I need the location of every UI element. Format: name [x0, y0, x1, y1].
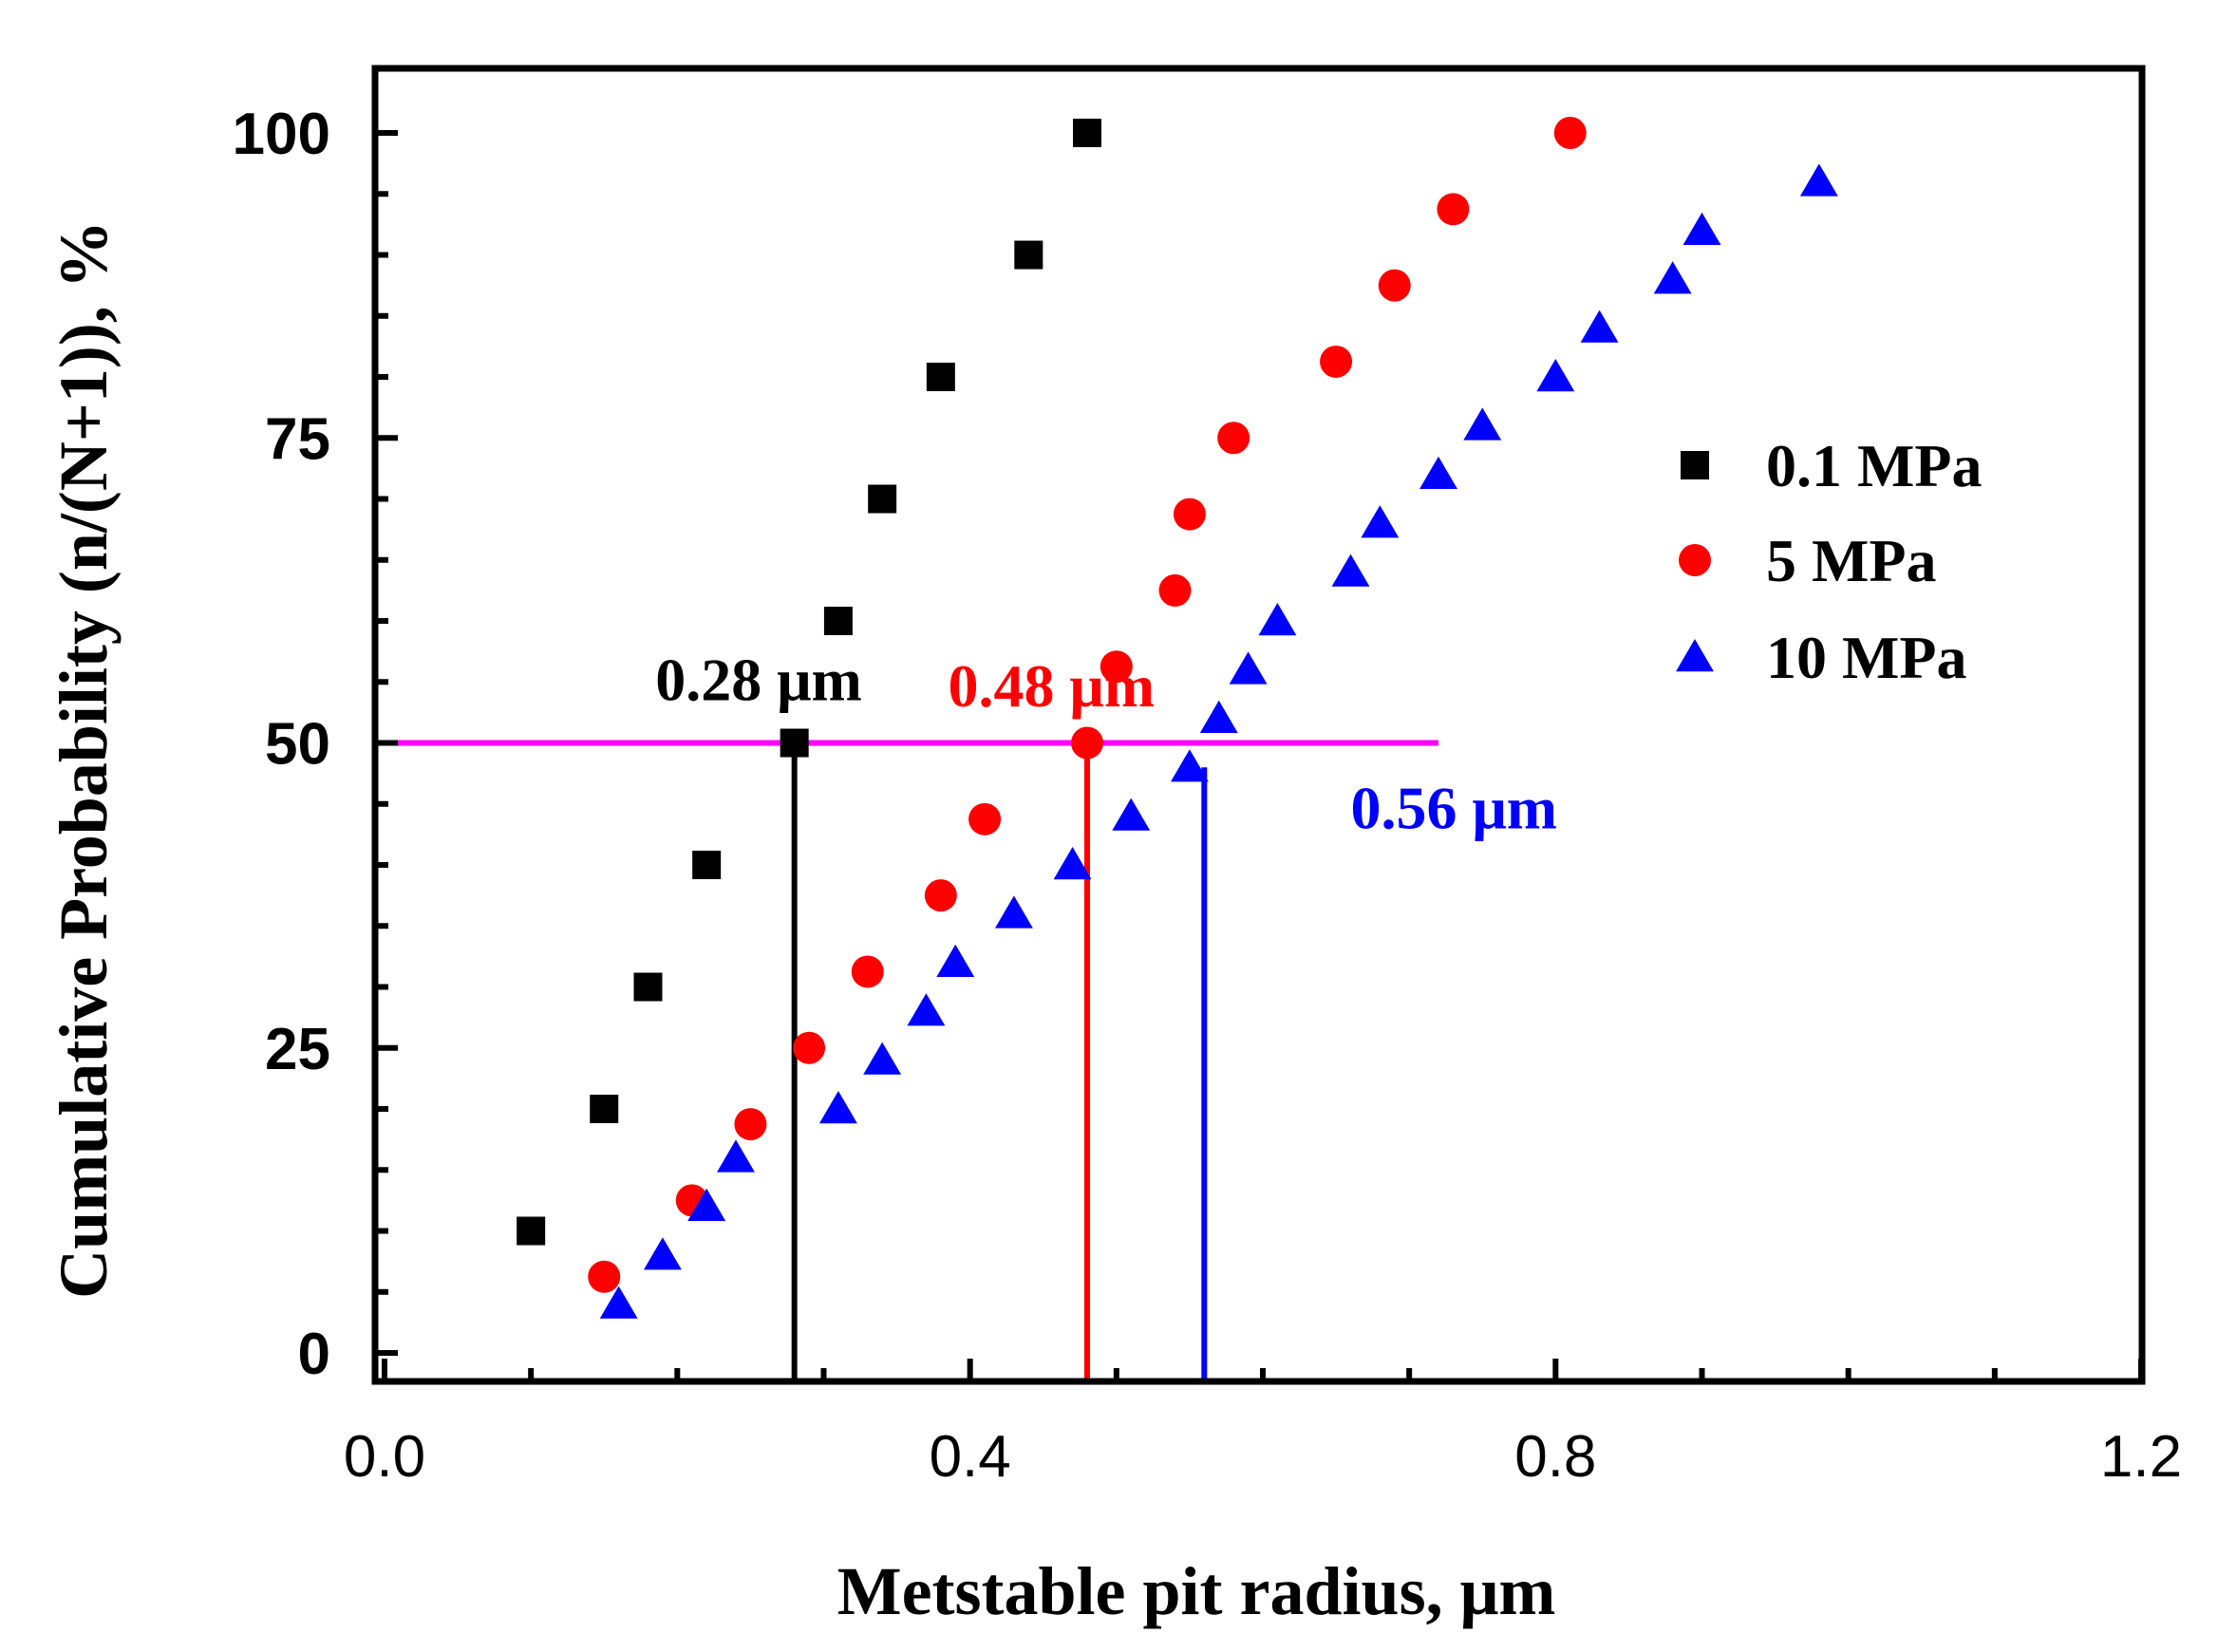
data-point [1073, 119, 1101, 147]
reference-lines [385, 740, 1438, 1379]
data-point [1320, 345, 1353, 378]
axis-ticks: 0.0 0.4 0.8 1.2 0 25 50 75 100 [233, 102, 2183, 1490]
legend: 0.1 MPa 5 MPa 10 MPa [1676, 432, 1983, 691]
legend-label: 0.1 MPa [1766, 432, 1983, 499]
median-annotation: 0.56 μm [1351, 774, 1558, 841]
data-points [517, 117, 1838, 1319]
data-point [1100, 650, 1133, 684]
data-point [517, 1216, 546, 1246]
data-point [1014, 240, 1043, 270]
data-point [1071, 726, 1103, 760]
data-point [1580, 310, 1619, 343]
x-tick-label: 0.8 [1514, 1424, 1596, 1490]
data-point [924, 879, 957, 912]
data-point [907, 993, 946, 1026]
y-tick-label: 0 [298, 1322, 330, 1387]
data-point [1653, 261, 1692, 294]
median-annotation: 0.48 μm [949, 652, 1156, 720]
y-tick-label: 50 [265, 712, 330, 778]
legend-marker [1679, 544, 1711, 576]
data-point [1199, 700, 1238, 733]
annotations: 0.28 μm 0.48 μm 0.56 μm [655, 647, 1557, 842]
data-point [643, 1237, 682, 1270]
data-point [1437, 193, 1470, 226]
data-point [863, 1042, 902, 1075]
y-axis-title: Cumulative Probability (n/(N+1)), % [46, 220, 122, 1299]
data-point [717, 1139, 755, 1173]
data-point [818, 1091, 857, 1124]
data-point [1553, 117, 1587, 149]
data-point [968, 802, 1002, 835]
data-point [1158, 573, 1192, 607]
legend-label: 5 MPa [1766, 527, 1937, 594]
x-tick-label: 1.2 [2100, 1424, 2182, 1490]
data-point [734, 1108, 767, 1141]
data-point [687, 1188, 726, 1221]
legend-marker [1676, 639, 1714, 672]
median-annotation: 0.28 μm [655, 647, 862, 714]
data-point [851, 955, 884, 988]
data-point [599, 1286, 638, 1319]
x-axis-title: Metstable pit radius, μm [837, 1553, 1556, 1629]
data-point [926, 363, 955, 391]
data-point [1053, 847, 1092, 880]
data-point [793, 1031, 826, 1064]
data-point [1170, 749, 1209, 782]
data-point [1536, 359, 1575, 392]
data-point [1361, 505, 1400, 538]
data-point [1173, 497, 1206, 531]
legend-marker [1681, 451, 1709, 479]
data-point [1378, 269, 1411, 302]
legend-label: 10 MPa [1766, 624, 1967, 691]
data-point [1682, 212, 1721, 245]
y-tick-label: 25 [265, 1017, 330, 1082]
data-point [1229, 651, 1268, 685]
data-point [1112, 798, 1151, 831]
x-tick-label: 0.0 [344, 1424, 425, 1490]
plot-frame [371, 65, 2146, 1385]
data-point [780, 728, 809, 758]
data-point [994, 895, 1033, 929]
data-point [1217, 422, 1250, 455]
x-tick-label: 0.4 [930, 1424, 1011, 1490]
data-point [590, 1095, 619, 1123]
data-point [1799, 163, 1838, 197]
y-tick-label: 100 [233, 102, 330, 167]
data-point [1258, 603, 1297, 636]
data-point [633, 972, 663, 1002]
data-point [823, 607, 853, 635]
y-tick-label: 75 [265, 406, 330, 472]
data-point [588, 1260, 621, 1293]
data-point [868, 484, 897, 514]
data-point [692, 851, 722, 879]
data-point [1331, 554, 1370, 587]
data-point [936, 944, 975, 977]
data-point [1419, 456, 1457, 489]
data-point [1463, 407, 1502, 441]
